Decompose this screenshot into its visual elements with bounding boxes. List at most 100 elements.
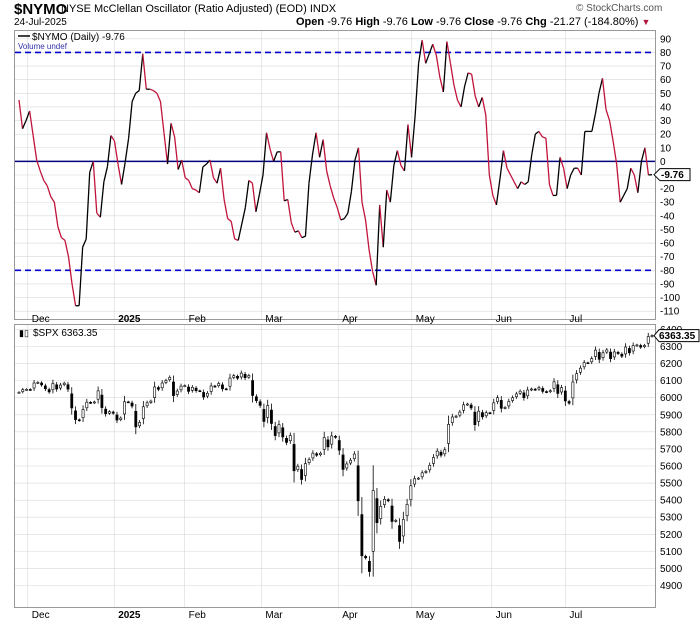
spx-bar-body (198, 390, 202, 393)
nymo-segment (364, 219, 370, 250)
spx-bar-body (639, 345, 643, 348)
spx-bar-body (379, 506, 383, 519)
nymo-segment (410, 116, 416, 158)
spx-bar-body (25, 389, 28, 391)
nymo-segment (524, 181, 529, 186)
spx-last-value-label: 6363.35 (659, 331, 696, 342)
spx-y-tick-label: 5500 (660, 479, 683, 490)
spx-bar-body (28, 389, 32, 391)
nymo-y-tick-label: 20 (660, 130, 672, 141)
nymo-segment (379, 204, 384, 248)
nymo-last-value-box (653, 168, 691, 182)
nymo-segment (372, 271, 377, 286)
nymo-segment (61, 237, 66, 241)
open-label: Open (296, 16, 325, 28)
nymo-y-tick-label: 0 (660, 157, 666, 168)
nymo-segment (623, 188, 628, 196)
spx-bar-body (108, 411, 111, 414)
nymo-y-tick-label: -20 (660, 184, 675, 195)
spx-bar-body (345, 463, 349, 469)
nymo-segment (517, 181, 522, 189)
spx-bar-body (624, 346, 628, 355)
spx-bar-body (582, 362, 586, 368)
nymo-segment (237, 223, 243, 241)
spx-bar-body (650, 335, 654, 337)
spx-y-tick-label: 5800 (660, 427, 683, 438)
spx-bar-body (55, 384, 59, 390)
nymo-y-tick-label: 40 (660, 102, 672, 113)
nymo-segment (499, 150, 505, 180)
spx-y-tick-label: 5900 (660, 410, 683, 421)
nymo-segment (181, 159, 186, 178)
nymo-segment (280, 151, 285, 201)
nymo-segment (598, 78, 604, 94)
nymo-segment (304, 183, 310, 237)
nymo-segment (340, 217, 345, 221)
nymo-segment (566, 174, 572, 189)
spx-y-tick-label: 5700 (660, 444, 683, 455)
spx-bar-body (548, 390, 552, 393)
nymo-x-tick-mar: Mar (265, 314, 283, 325)
nymo-segment (538, 131, 543, 138)
nymo-segment (357, 147, 363, 203)
nymo-segment (615, 164, 621, 203)
spx-bar-body (514, 393, 518, 398)
nymo-segment (439, 76, 444, 93)
spx-grid (15, 325, 655, 607)
spx-bar-body (375, 498, 379, 523)
nymo-segment (311, 132, 317, 155)
symbol-description: NYSE McClellan Oscillator (Ratio Adjuste… (61, 3, 336, 15)
nymo-segment (99, 181, 105, 218)
spx-bar-body (315, 453, 319, 456)
nymo-y-tick-label: -100 (660, 293, 680, 304)
spx-bar-body (488, 412, 492, 415)
nymo-segment (471, 74, 476, 97)
spx-bar-body (130, 402, 134, 407)
spx-bar-body (141, 406, 145, 419)
spx-bar-body (40, 382, 44, 386)
spx-bar-body (416, 477, 420, 480)
spx-bar-body (383, 498, 386, 505)
spx-bar-body (51, 383, 55, 391)
nymo-segment (202, 163, 207, 168)
spx-bar-body (612, 351, 616, 358)
nymo-segment (177, 159, 183, 170)
spx-bar-body (447, 424, 450, 444)
spx-bar-body (326, 439, 330, 448)
spx-legend: ▮▯ $SPX 6363.35 (19, 328, 98, 339)
nymo-segment (492, 195, 498, 206)
quote-strip: Open -9.76 High -9.76 Low -9.76 Close -9… (296, 16, 650, 28)
nymo-segment (421, 40, 427, 64)
spx-y-axis: 6400630062006100600059005800570056005500… (660, 325, 683, 592)
spx-bar-body (469, 404, 473, 409)
spx-bar-body (518, 390, 522, 394)
nymo-segment (230, 221, 236, 240)
spx-x-axis: Dec 2025 Feb Mar Apr May Jun Jul (32, 610, 582, 621)
close-label: Close (464, 16, 495, 28)
nymo-segment (626, 168, 632, 189)
nymo-segment (273, 151, 278, 162)
nymo-legend: $NYMO (Daily) -9.76 Volume undef (18, 32, 125, 51)
nymo-x-tick-feb: Feb (189, 314, 207, 325)
nymo-segment (333, 197, 338, 208)
spx-bar-body (247, 375, 251, 378)
nymo-legend-sub: Volume undef (18, 42, 68, 51)
spx-y-tick-label: 5300 (660, 513, 683, 524)
low-value: -9.76 (436, 16, 462, 28)
nymo-segment (166, 123, 172, 165)
nymo-segment (78, 247, 84, 306)
nymo-x-tick-2025: 2025 (118, 314, 141, 325)
spx-bar-body (36, 382, 40, 384)
nymo-segment (456, 99, 462, 108)
nymo-y-tick-label: 90 (660, 34, 672, 45)
spx-bar-body (153, 386, 157, 398)
spx-bar-body (288, 435, 292, 442)
nymo-segment (594, 93, 600, 114)
spx-bar-body (386, 499, 390, 502)
nymo-segment (570, 167, 575, 176)
spx-bar-body (172, 381, 175, 396)
spx-legend-text: $SPX 6363.35 (33, 328, 98, 339)
spx-bar-body (89, 402, 92, 404)
nymo-segment (428, 44, 434, 55)
spx-bar-body (450, 416, 454, 423)
